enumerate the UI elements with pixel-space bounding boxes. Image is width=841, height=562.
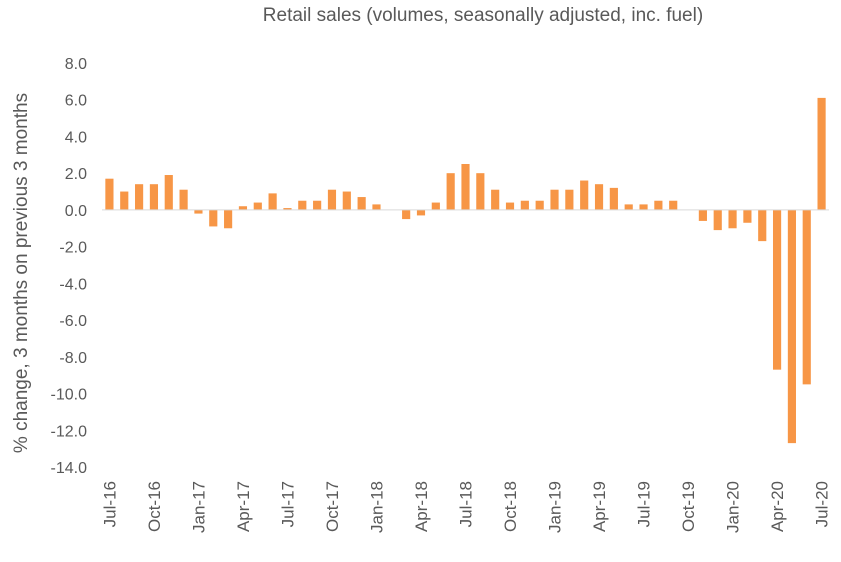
bar [283,208,292,210]
bar [431,202,440,210]
bar [802,209,811,385]
chart-title: Retail sales (volumes, seasonally adjust… [263,5,703,26]
y-tick-label: 0.0 [65,203,87,220]
bar [268,193,277,210]
bar [505,202,515,210]
y-tick-label: 6.0 [65,93,87,110]
bar [120,191,129,210]
x-tick-label: Apr-18 [412,481,431,532]
bar [565,189,574,210]
bar [313,200,322,210]
y-axis-ticks: 8.0 6.0 4.0 2.0 0.0 -2.0 -4.0 -6.0 -8.0 -10.0 -12.… [51,56,88,477]
x-tick-label: Jan-18 [367,481,386,533]
bar [580,180,589,210]
x-axis-ticks: Jul-16 Oct-16 Jan-17 Apr-17 Jul-17 Oct-17 Jan-… [100,481,831,533]
y-tick-label: 4.0 [65,129,87,146]
x-tick-label: Jan-20 [724,481,743,533]
bar [238,206,248,210]
bar [609,187,618,210]
bar [209,209,218,227]
bar [446,173,455,210]
y-tick-label: -12.0 [51,423,88,440]
bars [105,97,826,444]
y-tick-label: -2.0 [59,240,87,257]
bar [772,209,782,370]
y-tick-label: -10.0 [51,387,88,404]
bar [372,204,381,210]
bar [669,200,678,210]
bar [520,200,529,210]
bar [357,197,366,210]
bar [654,200,663,210]
bar [416,209,426,216]
bar [728,209,737,229]
bar [327,189,337,210]
x-tick-label: Jul-16 [100,481,119,527]
x-tick-label: Jul-20 [813,481,832,527]
bar [550,189,559,210]
bar [149,184,159,210]
bar [476,173,485,210]
bar [639,204,648,210]
bar [253,202,262,210]
x-tick-label: Oct-17 [323,481,342,532]
x-tick-label: Jul-19 [635,481,654,527]
bar [713,209,722,231]
x-tick-label: Jul-18 [457,481,476,527]
y-tick-label: -8.0 [59,350,87,367]
x-tick-label: Apr-19 [590,481,609,532]
y-tick-label: -6.0 [59,313,87,330]
bar [758,209,767,242]
bar [402,209,411,220]
bar [491,189,500,210]
x-tick-label: Oct-19 [679,481,698,532]
y-tick-label: -14.0 [51,460,88,477]
x-tick-label: Apr-20 [768,481,787,532]
bar [224,209,233,229]
y-tick-label: 8.0 [65,56,87,73]
x-tick-label: Oct-18 [501,481,520,532]
bar [461,164,470,210]
x-tick-label: Oct-16 [145,481,164,532]
bar [179,189,188,210]
x-tick-label: Apr-17 [234,481,253,532]
y-tick-label: 2.0 [65,166,87,183]
bar [535,200,544,210]
bar [342,191,351,210]
x-tick-label: Jan-19 [546,481,565,533]
bar [164,175,173,210]
bar [743,209,752,223]
bar [594,184,604,210]
y-tick-label: -4.0 [59,276,87,293]
x-tick-label: Jul-17 [278,481,297,527]
bar [787,209,796,444]
bar [194,209,203,214]
bar [105,178,114,210]
bar [135,184,144,210]
x-tick-label: Jan-17 [189,481,208,533]
bar [698,209,707,221]
bar [624,204,633,210]
bar [298,200,307,210]
bar [817,97,826,210]
y-axis-label: % change, 3 months on previous 3 months [11,93,32,453]
